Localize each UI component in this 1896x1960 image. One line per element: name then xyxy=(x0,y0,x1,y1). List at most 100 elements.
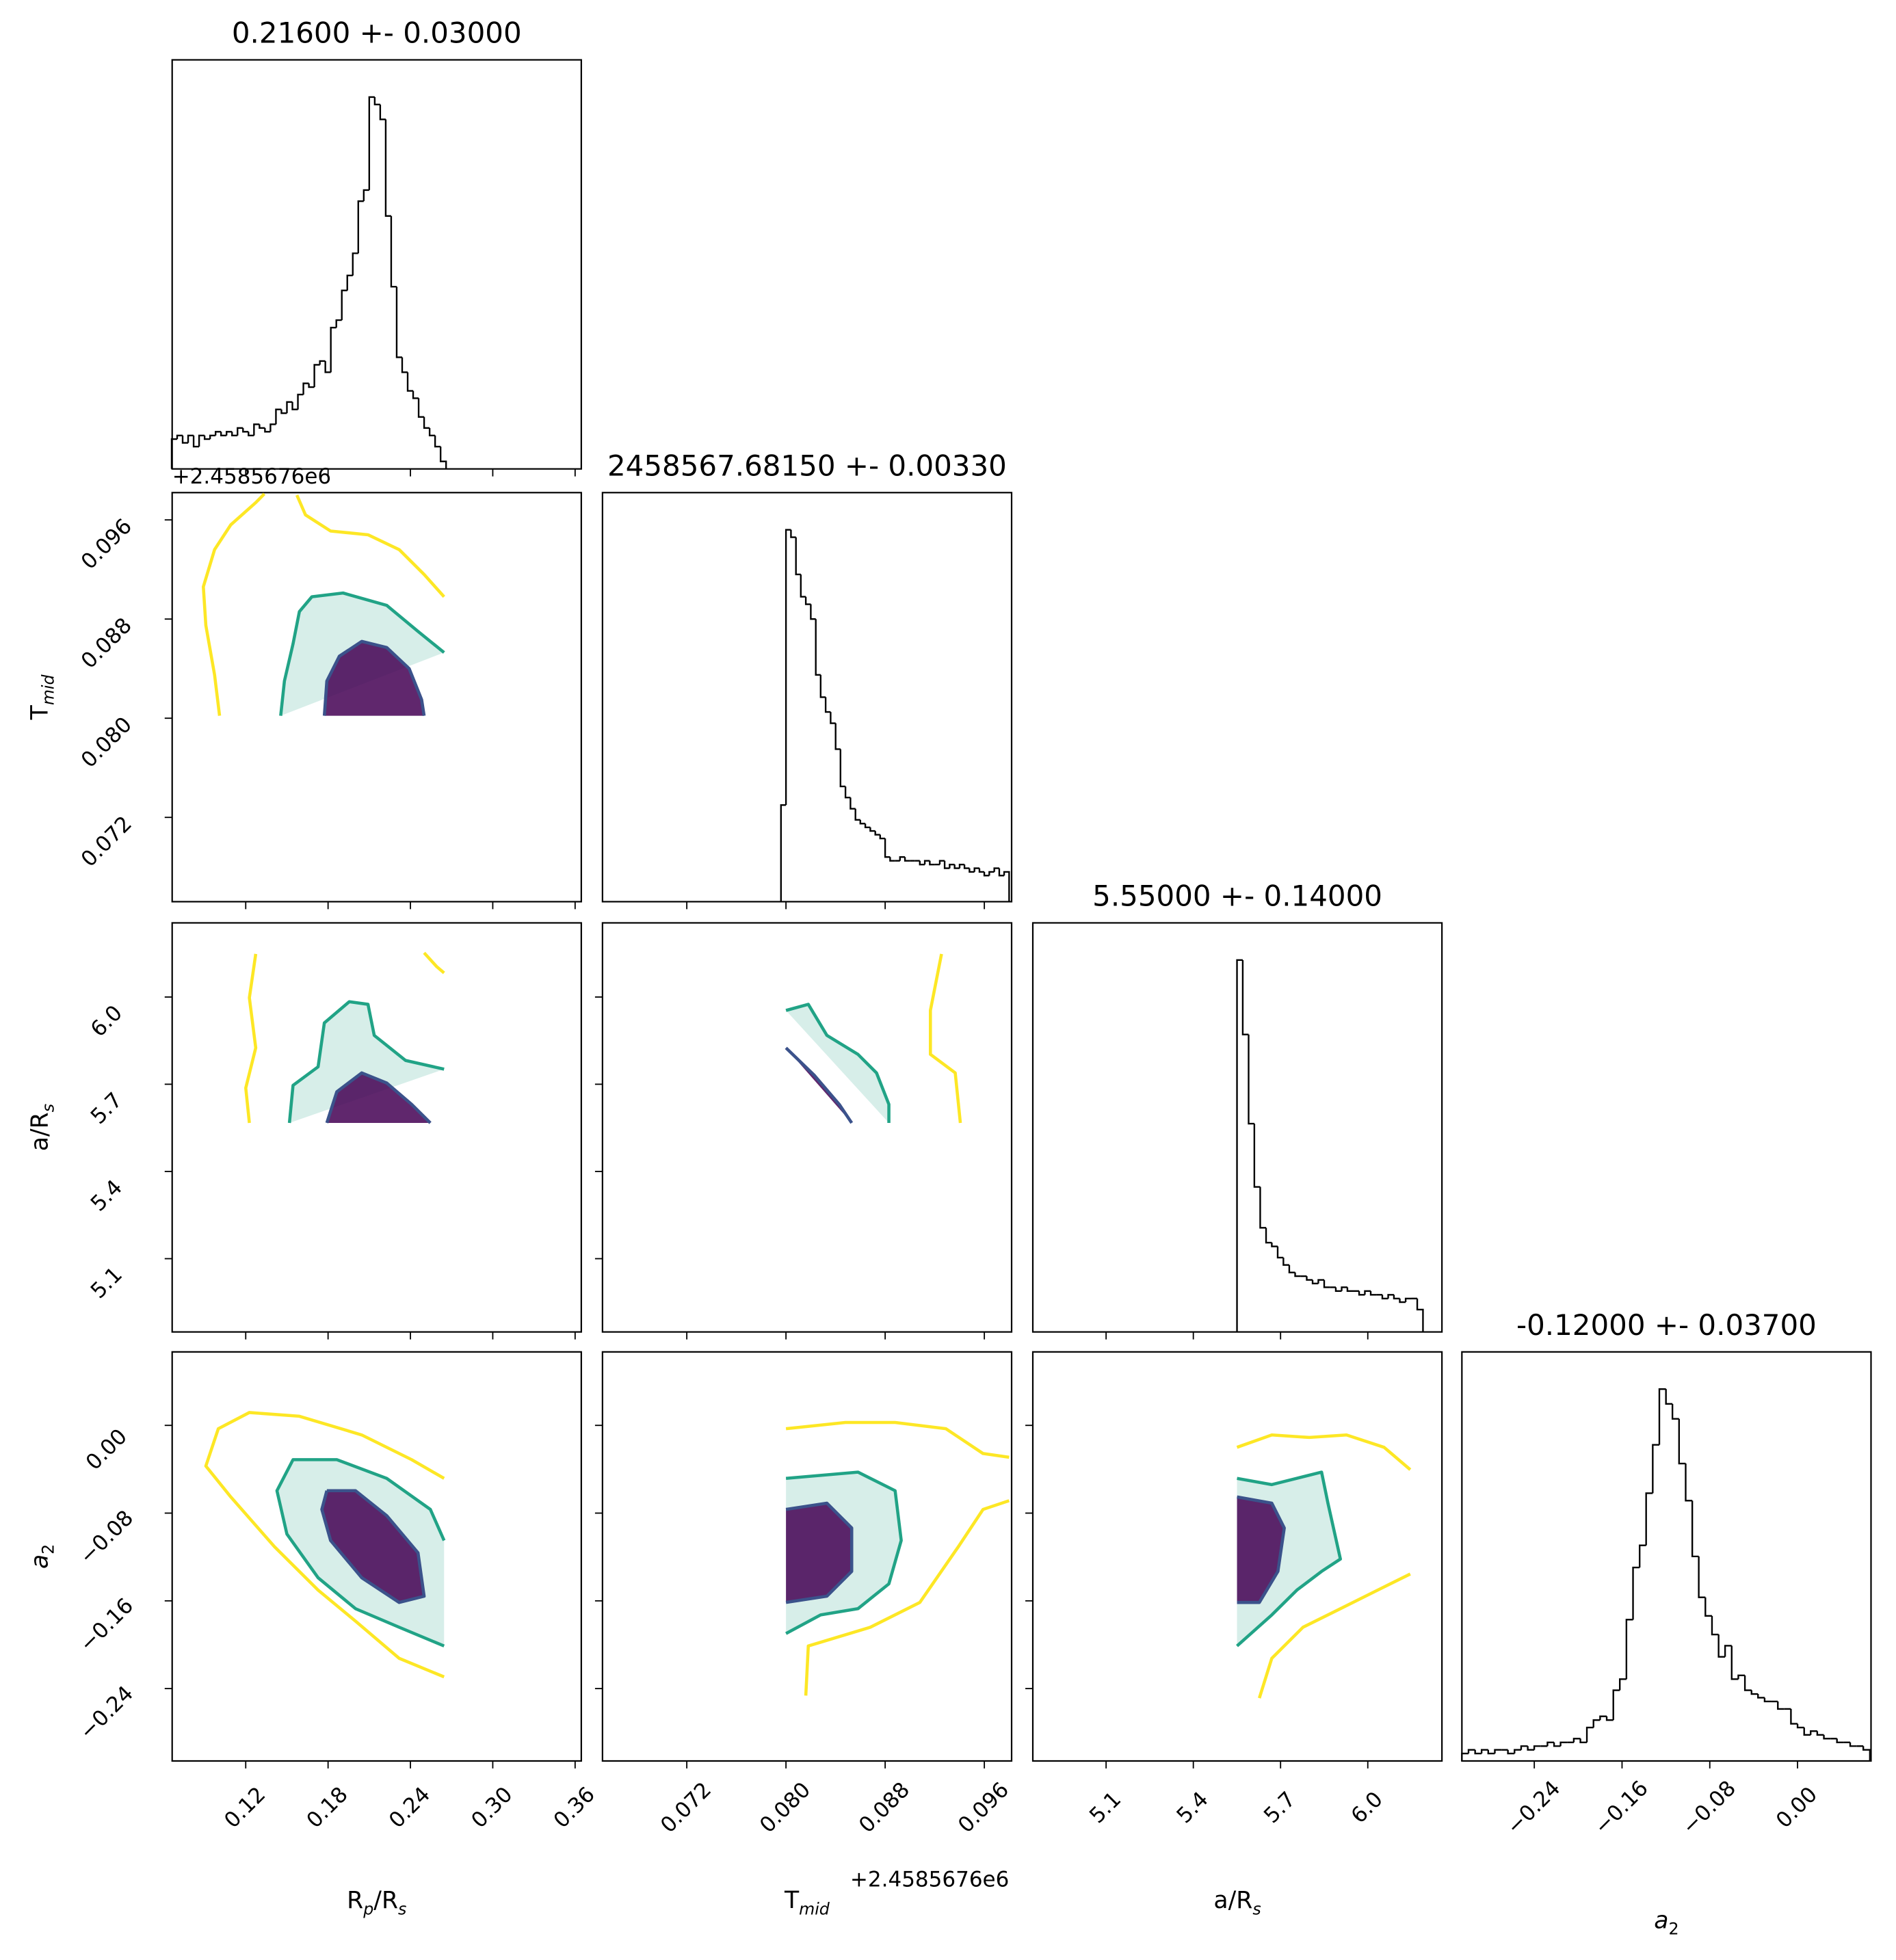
hist-bin xyxy=(1750,1690,1759,1695)
panel: 0.21600 +- 0.03000 xyxy=(170,16,582,477)
hist-bin xyxy=(1652,1444,1660,1494)
hist-bin xyxy=(1605,1716,1614,1721)
panel-frame xyxy=(601,492,1013,903)
hist-bin xyxy=(1546,1741,1555,1747)
panel-frame xyxy=(601,1351,1013,1762)
hist-bin xyxy=(1763,1697,1772,1703)
hist-bin xyxy=(341,289,347,321)
panel-title: -0.12000 +- 0.03700 xyxy=(1516,1308,1817,1342)
panel: 0.12 0.18 0.24 0.30 0.36 −0.24 −0.16 −0.08 0.00 xyxy=(75,1351,600,1833)
hist-bin xyxy=(938,860,945,865)
y-tick-label: −0.16 xyxy=(75,1593,139,1657)
contour xyxy=(295,494,445,598)
hist-bin xyxy=(844,786,851,799)
hist-bin xyxy=(949,863,955,869)
hist-bin xyxy=(423,416,430,429)
x-tick-label: 5.4 xyxy=(1172,1787,1213,1828)
hist-bin xyxy=(242,427,249,433)
hist-bin xyxy=(181,435,189,444)
hist-bin xyxy=(1724,1645,1732,1657)
x-tick-label: 0.18 xyxy=(302,1782,352,1833)
hist-bin xyxy=(1416,1298,1424,1332)
x-tick-label: 5.7 xyxy=(1259,1787,1300,1828)
hist-bin xyxy=(819,674,826,698)
hist-bin xyxy=(259,424,265,429)
hist-bin xyxy=(943,860,950,869)
label-part: a xyxy=(1654,1907,1668,1934)
hist-bin xyxy=(379,104,386,120)
hist-bin xyxy=(1862,1746,1871,1761)
hist-bin xyxy=(988,871,995,876)
hist-bin xyxy=(864,823,871,828)
hist-bin xyxy=(176,434,183,440)
hist-bin xyxy=(1671,1403,1679,1420)
label-part: a xyxy=(26,1554,53,1569)
hist-bin xyxy=(1474,1749,1482,1755)
hist-bin xyxy=(850,797,856,810)
hist-bin xyxy=(1003,871,1010,902)
hist-bin xyxy=(1777,1701,1785,1710)
hist-bin xyxy=(1288,1264,1295,1273)
hist-bin xyxy=(1711,1615,1719,1636)
y-offset-text: +2.4585676e6 xyxy=(172,464,331,489)
hist-bin xyxy=(1341,1286,1347,1291)
hist-bin xyxy=(1717,1634,1726,1658)
hist-bin xyxy=(330,326,337,373)
hist-bin xyxy=(198,434,205,447)
label-part: /R xyxy=(373,1887,398,1914)
hist-bin xyxy=(192,435,200,448)
hist-bin xyxy=(1346,1287,1354,1292)
hist-bin xyxy=(226,431,233,436)
hist-bin xyxy=(390,215,397,288)
hist-bin xyxy=(834,723,841,750)
hist-bin xyxy=(1665,1389,1673,1405)
contour xyxy=(1237,1495,1286,1604)
label-part: mid xyxy=(38,674,57,706)
contour xyxy=(785,1501,854,1604)
hist-bin xyxy=(978,868,985,873)
x-tick-label: 0.072 xyxy=(656,1777,716,1838)
panel-frame xyxy=(1461,1351,1872,1762)
hist-bin xyxy=(1467,1749,1475,1754)
panel: 5.1 5.4 5.7 6.0 xyxy=(86,922,582,1340)
y-tick-label: 5.4 xyxy=(86,1175,127,1216)
hist-bin xyxy=(1612,1689,1620,1721)
hist-bin xyxy=(412,390,419,399)
hist-bin xyxy=(1311,1280,1319,1285)
hist-bin xyxy=(384,119,391,217)
x-tick-label: 0.30 xyxy=(466,1782,517,1833)
hist-bin xyxy=(1248,1034,1254,1125)
hist-bin xyxy=(1849,1742,1857,1747)
label-part: 2 xyxy=(1668,1919,1678,1938)
label-part: s xyxy=(1252,1899,1261,1918)
hist-bin xyxy=(884,838,891,858)
axis-label: Tmid xyxy=(784,1887,830,1918)
hist-bin xyxy=(869,827,875,832)
hist-bin xyxy=(1559,1741,1568,1747)
y-tick-label: −0.08 xyxy=(75,1506,139,1570)
label-part: s xyxy=(38,1104,57,1112)
hist-bin xyxy=(795,537,801,576)
hist-bin xyxy=(810,604,816,620)
hist-bin xyxy=(780,804,787,902)
hist-bin xyxy=(352,252,358,276)
label-part: T xyxy=(784,1887,800,1914)
contour xyxy=(204,1411,445,1679)
panel xyxy=(594,922,1013,1340)
hist-bin xyxy=(1691,1500,1699,1558)
panel-frame xyxy=(171,59,582,470)
hist-bin xyxy=(269,423,276,432)
hist-bin xyxy=(1836,1738,1844,1743)
y-tick-label: 0.00 xyxy=(81,1425,132,1475)
hist-bin xyxy=(1678,1418,1686,1465)
y-tick-label: 0.072 xyxy=(77,812,137,872)
hist-bin xyxy=(264,427,271,433)
hist-bin xyxy=(1404,1297,1412,1303)
hist-bin xyxy=(800,574,806,598)
hist-bin xyxy=(1632,1566,1640,1620)
panel-frame xyxy=(171,1351,582,1762)
hist-bin xyxy=(308,383,315,388)
label-part: mid xyxy=(799,1899,830,1918)
hist-bin xyxy=(302,382,309,395)
hist-bin xyxy=(395,287,402,358)
